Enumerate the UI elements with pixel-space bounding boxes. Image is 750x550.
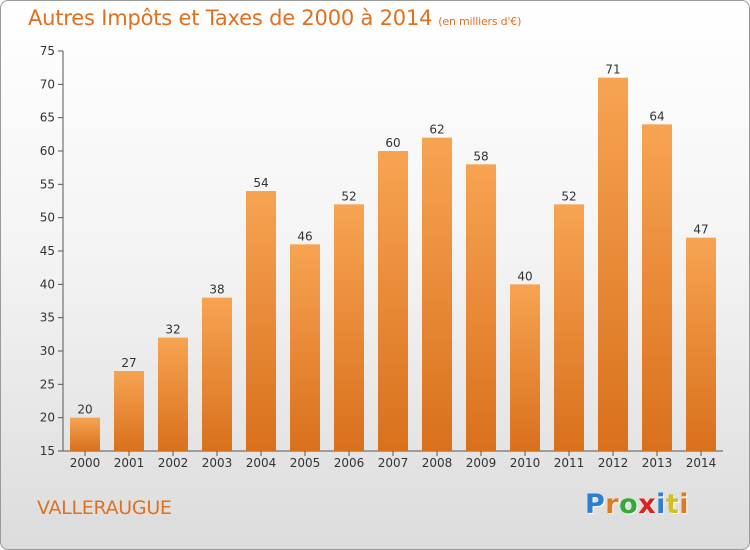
x-tick-label: 2000 — [70, 456, 101, 470]
bar — [554, 204, 584, 451]
y-tick-label: 35 — [40, 311, 55, 325]
bar — [598, 77, 628, 452]
x-tick-label: 2002 — [158, 456, 189, 470]
data-label: 20 — [77, 403, 92, 417]
data-label: 54 — [253, 176, 268, 190]
x-tick-label: 2012 — [598, 456, 629, 470]
data-label: 58 — [473, 149, 488, 163]
bar — [422, 137, 452, 451]
x-tick-label: 2010 — [510, 456, 541, 470]
logo-letter: P — [585, 489, 606, 520]
commune-name: VALLERAUGUE — [37, 497, 172, 519]
bar — [686, 237, 716, 451]
y-tick-label: 40 — [40, 277, 55, 291]
bar — [642, 124, 672, 451]
x-tick-label: 2006 — [334, 456, 365, 470]
x-tick-label: 2003 — [202, 456, 233, 470]
y-tick-label: 45 — [40, 244, 55, 258]
bar — [378, 151, 408, 451]
data-label: 52 — [341, 189, 356, 203]
bar — [114, 371, 144, 451]
data-label: 62 — [429, 123, 444, 137]
x-tick-label: 2009 — [466, 456, 497, 470]
x-tick-label: 2005 — [290, 456, 321, 470]
logo-letter: i — [679, 489, 690, 520]
x-tick-label: 2011 — [554, 456, 585, 470]
x-tick-label: 2001 — [114, 456, 145, 470]
data-label: 64 — [649, 109, 664, 123]
bar — [334, 204, 364, 451]
chart-unit-label: (en milliers d'€) — [438, 15, 522, 28]
data-label: 47 — [693, 223, 708, 237]
y-tick-label: 55 — [40, 177, 55, 191]
data-label: 60 — [385, 136, 400, 150]
bar — [70, 417, 100, 451]
data-label: 38 — [209, 283, 224, 297]
data-label: 52 — [561, 189, 576, 203]
y-tick-label: 30 — [40, 344, 55, 358]
bar — [290, 244, 320, 451]
y-tick-label: 15 — [40, 444, 55, 458]
data-label: 46 — [297, 229, 312, 243]
chart-title: Autres Impôts et Taxes de 2000 à 2014 (en… — [28, 6, 521, 30]
logo-letter: i — [656, 489, 666, 520]
y-tick-label: 25 — [40, 377, 55, 391]
chart-title-text: Autres Impôts et Taxes de 2000 à 2014 — [28, 6, 433, 30]
y-tick-label: 50 — [40, 211, 55, 225]
logo-letter: t — [665, 489, 680, 520]
data-label: 32 — [165, 323, 180, 337]
bar — [246, 191, 276, 451]
x-tick-label: 2014 — [686, 456, 717, 470]
bars — [70, 77, 716, 452]
y-tick-label: 75 — [40, 44, 55, 58]
x-tick-label: 2008 — [422, 456, 453, 470]
labels: 20 2000 27 2001 32 2002 38 2003 54 2004 46 2005 52 20… — [70, 63, 717, 470]
bar — [510, 284, 540, 451]
logo-letter: o — [619, 489, 639, 520]
data-label: 40 — [517, 269, 532, 283]
bar — [466, 164, 496, 452]
proxiti-logo: Proxiti — [585, 489, 689, 520]
bar — [202, 297, 232, 451]
bar — [158, 337, 188, 451]
logo-letter: x — [638, 489, 657, 520]
axes: 15 20 25 30 35 40 45 50 55 60 65 70 75 — [40, 44, 723, 458]
y-tick-label: 65 — [40, 111, 55, 125]
x-tick-label: 2013 — [642, 456, 673, 470]
x-tick-label: 2007 — [378, 456, 409, 470]
x-tick-label: 2004 — [246, 456, 277, 470]
y-tick-label: 60 — [40, 144, 55, 158]
data-label: 27 — [121, 356, 136, 370]
logo-letter: r — [605, 489, 620, 520]
data-label: 71 — [605, 63, 620, 77]
y-tick-label: 70 — [40, 77, 55, 91]
y-tick-label: 20 — [40, 411, 55, 425]
